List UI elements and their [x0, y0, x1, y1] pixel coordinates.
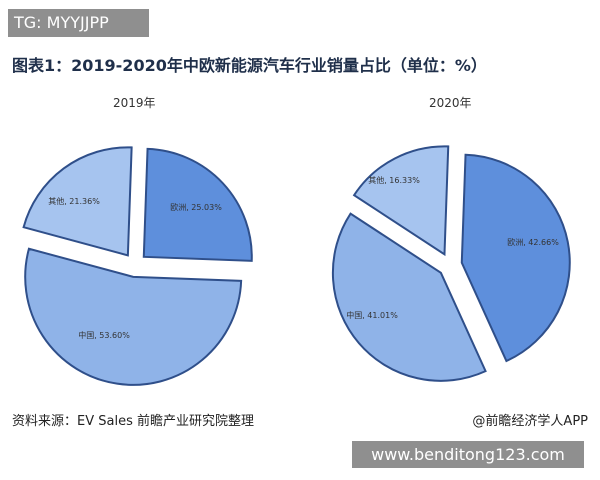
pie-1-slice-2-label: 其他, 16.33% — [368, 175, 420, 185]
credit-note: @前瞻经济学人APP — [472, 414, 588, 429]
watermark-top-badge: TG: MYYJJPP — [8, 9, 149, 37]
pie-0-slice-2 — [22, 146, 133, 257]
pie-title-2020: 2020年 — [429, 96, 472, 110]
pie-charts-canvas: 欧洲, 25.03% 中国, 53.60% 其他, 21.36% 欧洲, 42.66%… — [22, 145, 571, 386]
pie-1-slice-0 — [460, 153, 571, 363]
pie-0-slice-2-label: 其他, 21.36% — [48, 196, 100, 206]
pie-0-slice-1-label: 中国, 53.60% — [78, 330, 130, 340]
chart-title: 图表1：2019-2020年中欧新能源汽车行业销量占比（单位：%） — [12, 56, 487, 75]
watermark-bottom-badge: www.benditong123.com — [352, 441, 584, 468]
pie-1-slice-1-label: 中国, 41.01% — [346, 310, 398, 320]
pie-1-slice-2 — [352, 145, 450, 257]
pie-0-slice-0-label: 欧洲, 25.03% — [170, 202, 222, 212]
pie-1-slice-1 — [331, 212, 487, 382]
pie-0-slice-1 — [24, 247, 243, 386]
pie-0-slice-0 — [142, 147, 253, 262]
source-note: 资料来源：EV Sales 前瞻产业研究院整理 — [12, 414, 254, 429]
pie-title-2019: 2019年 — [113, 96, 156, 110]
pie-1-slice-0-label: 欧洲, 42.66% — [507, 237, 559, 247]
